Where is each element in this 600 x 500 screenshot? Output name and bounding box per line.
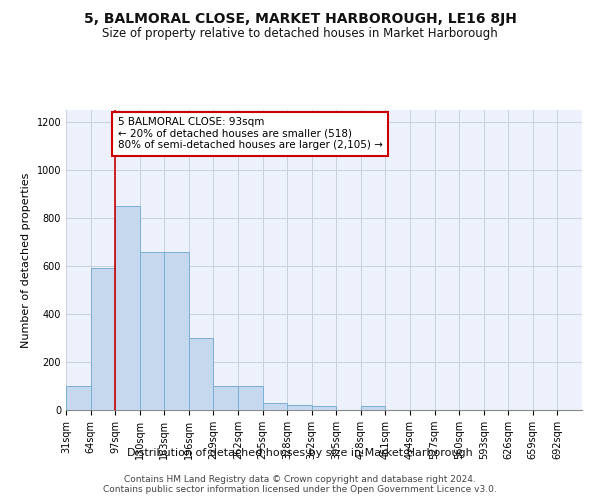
Bar <box>312 406 336 410</box>
Y-axis label: Number of detached properties: Number of detached properties <box>21 172 31 348</box>
Bar <box>263 403 287 410</box>
Bar <box>214 386 238 410</box>
Text: Distribution of detached houses by size in Market Harborough: Distribution of detached houses by size … <box>127 448 473 458</box>
Bar <box>361 406 385 410</box>
Bar <box>164 252 189 410</box>
Bar <box>287 405 312 410</box>
Text: 5 BALMORAL CLOSE: 93sqm
← 20% of detached houses are smaller (518)
80% of semi-d: 5 BALMORAL CLOSE: 93sqm ← 20% of detache… <box>118 117 382 150</box>
Bar <box>238 386 263 410</box>
Bar <box>140 252 164 410</box>
Bar <box>66 386 91 410</box>
Text: 5, BALMORAL CLOSE, MARKET HARBOROUGH, LE16 8JH: 5, BALMORAL CLOSE, MARKET HARBOROUGH, LE… <box>83 12 517 26</box>
Bar <box>115 206 140 410</box>
Bar <box>189 338 214 410</box>
Text: Contains HM Land Registry data © Crown copyright and database right 2024.
Contai: Contains HM Land Registry data © Crown c… <box>103 474 497 494</box>
Bar <box>91 268 115 410</box>
Text: Size of property relative to detached houses in Market Harborough: Size of property relative to detached ho… <box>102 28 498 40</box>
